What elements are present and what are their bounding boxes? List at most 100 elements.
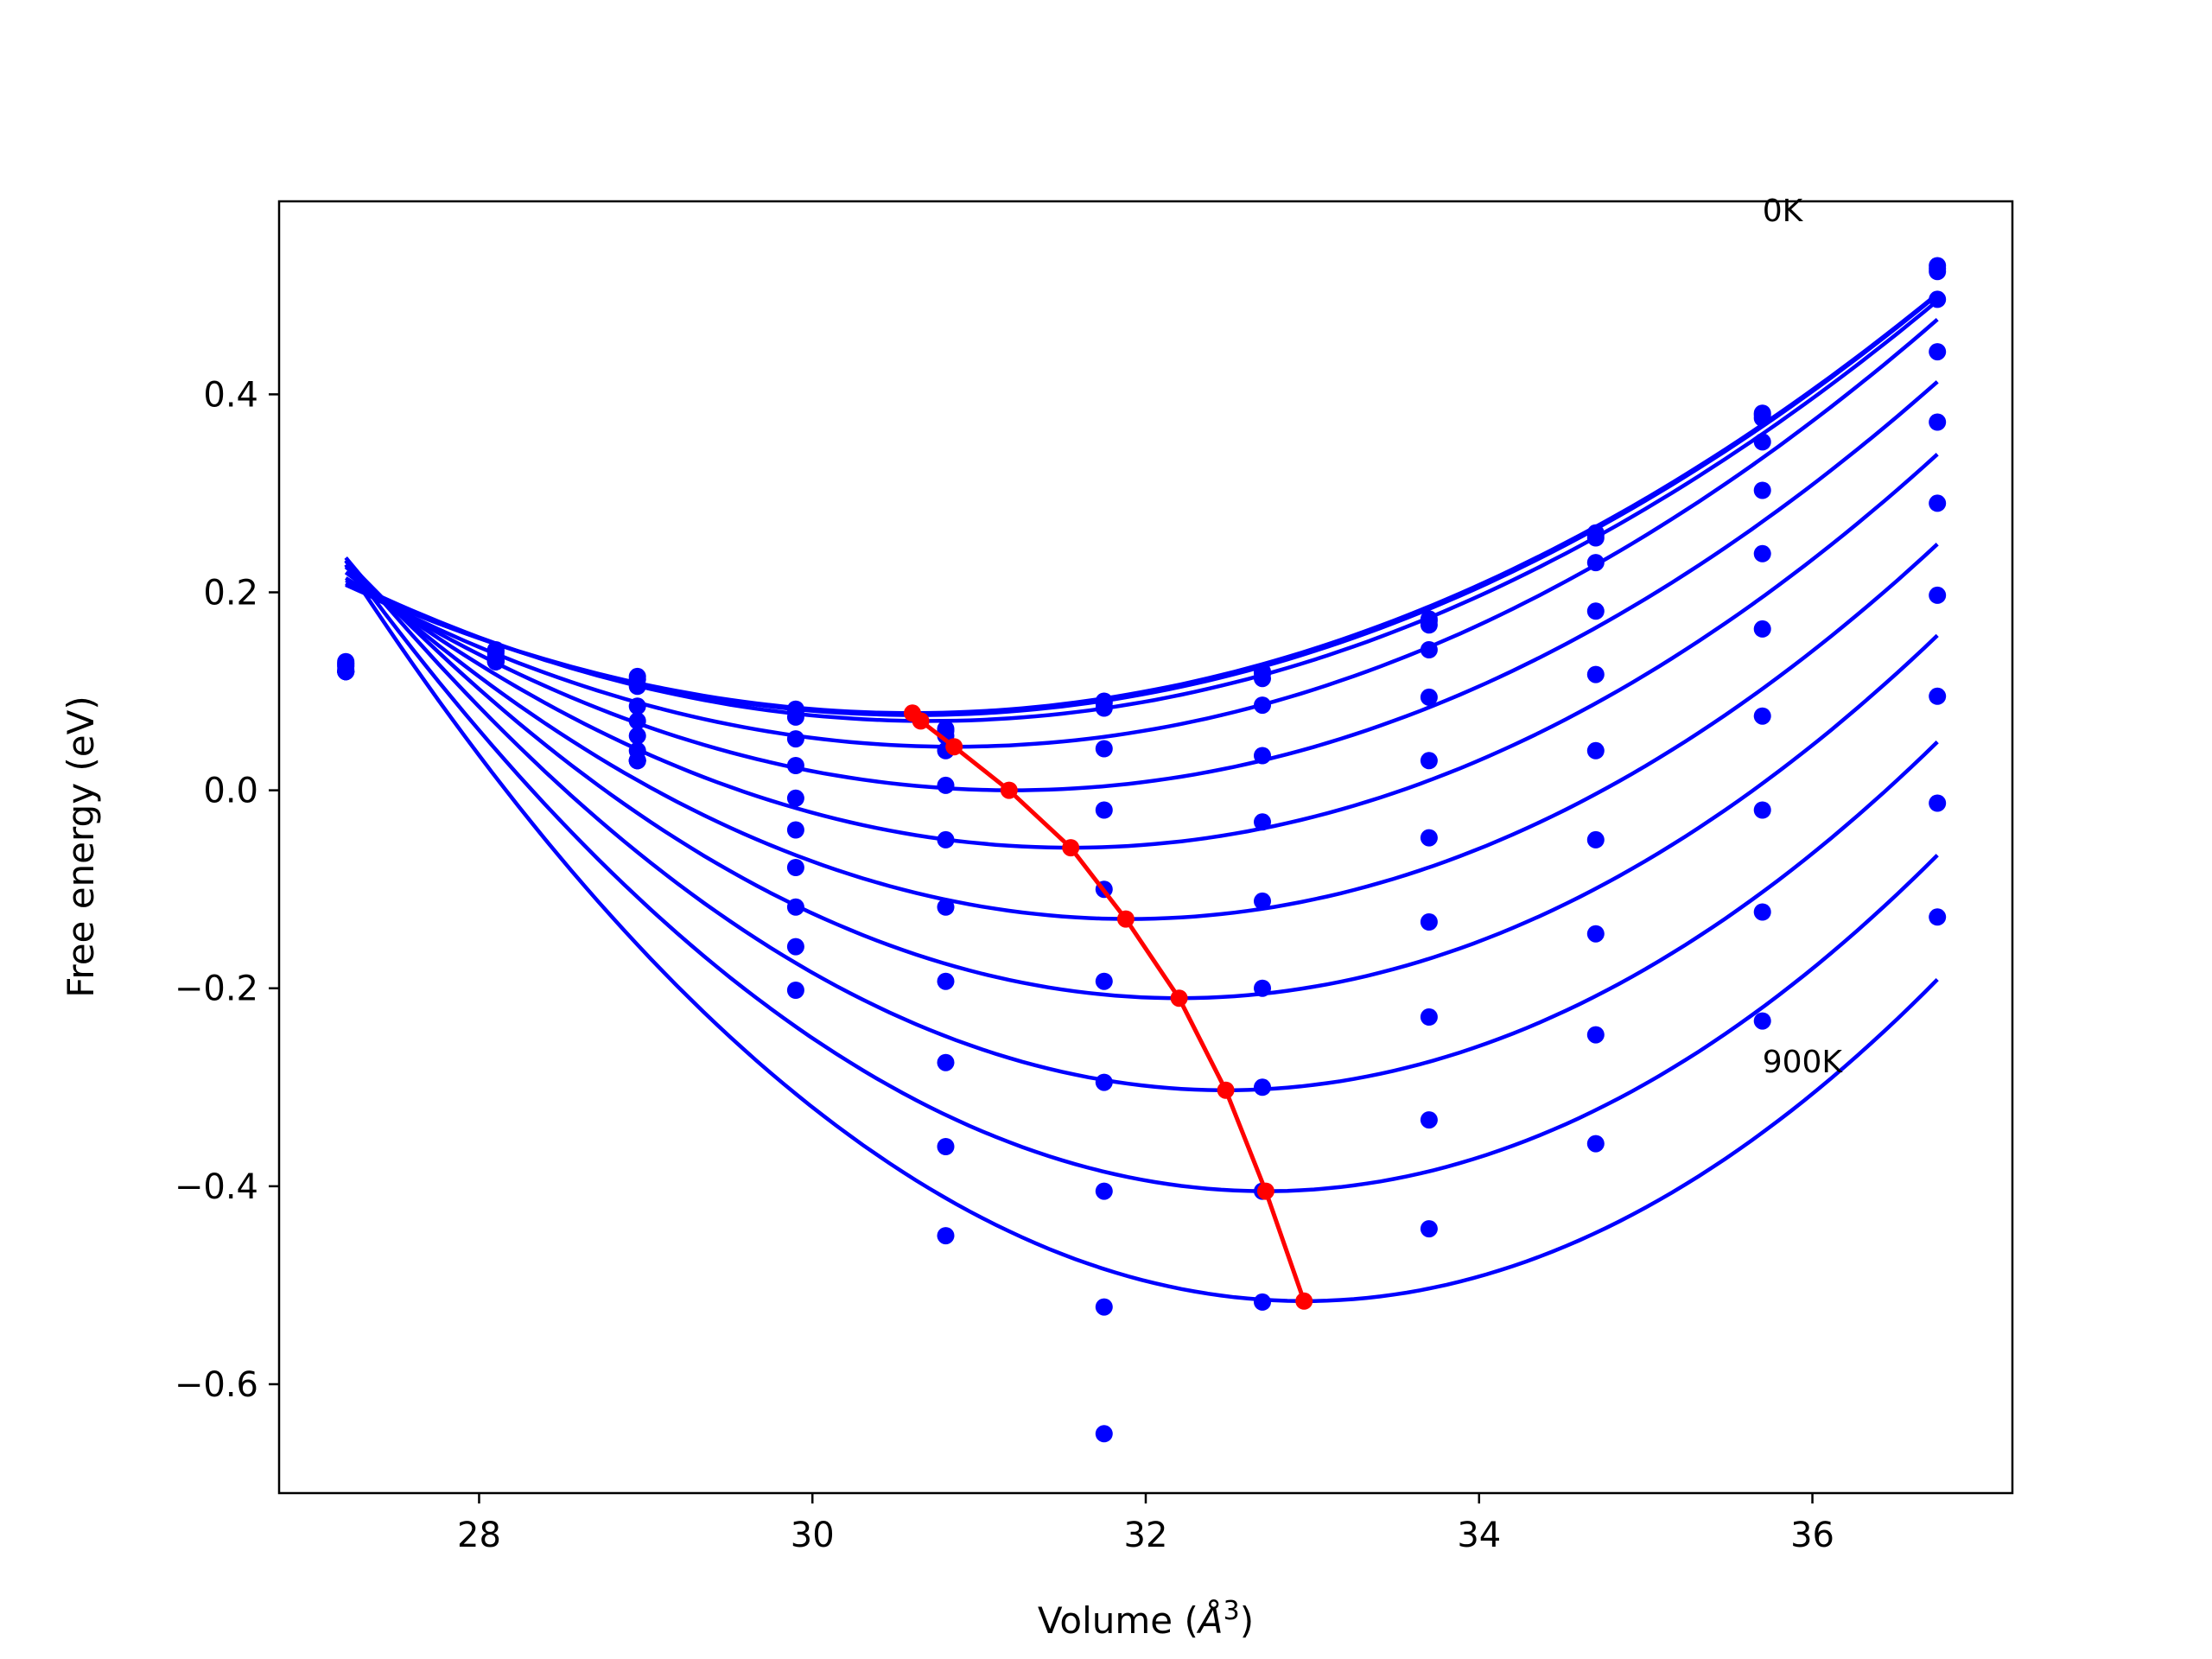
data-point xyxy=(1753,903,1771,921)
data-point xyxy=(786,938,804,956)
minimum-point xyxy=(1062,839,1080,857)
y-tick-label: −0.2 xyxy=(175,969,258,1009)
fit-curve-7 xyxy=(344,558,1939,1001)
x-tick-label: 32 xyxy=(1124,1516,1168,1555)
fit-curve-8 xyxy=(344,556,1939,1092)
data-point xyxy=(786,898,804,916)
fit-curve-2 xyxy=(345,299,1939,723)
data-point xyxy=(486,652,505,671)
data-point xyxy=(1586,529,1605,547)
x-axis-ticks: 28 30 32 34 36 xyxy=(457,1493,1834,1555)
data-point xyxy=(937,776,955,794)
data-point xyxy=(937,830,955,849)
data-point xyxy=(1753,801,1771,819)
fit-curve-6 xyxy=(344,543,1939,921)
data-point xyxy=(1095,1298,1113,1316)
data-point xyxy=(1753,433,1771,451)
data-point xyxy=(1254,813,1271,831)
y-axis-label: Free energy (eV) xyxy=(60,696,102,998)
data-point xyxy=(1753,707,1771,725)
annotations: 0K 900K xyxy=(1763,194,1844,1080)
data-point xyxy=(628,697,646,715)
data-point xyxy=(1929,413,1947,431)
data-point xyxy=(1420,1008,1438,1026)
x-tick-label: 36 xyxy=(1790,1516,1834,1555)
data-point xyxy=(1420,1111,1438,1129)
data-point xyxy=(628,712,646,730)
data-point xyxy=(937,1227,955,1245)
data-point xyxy=(1753,1012,1771,1030)
fit-curves xyxy=(344,292,1939,1303)
data-point xyxy=(1929,290,1947,308)
data-point xyxy=(786,730,804,748)
y-tick-label: 0.4 xyxy=(203,375,258,415)
data-point xyxy=(786,859,804,876)
minimum-point xyxy=(912,712,930,730)
data-point xyxy=(1420,616,1438,634)
fit-curve-3 xyxy=(345,318,1939,749)
data-point xyxy=(1254,747,1271,765)
temperature-annotation-0: 0K xyxy=(1763,194,1804,229)
x-tick-label: 30 xyxy=(791,1516,835,1555)
data-point xyxy=(1254,696,1271,715)
minimum-point xyxy=(1000,781,1018,799)
data-point xyxy=(1420,752,1438,770)
minimum-energy-curve xyxy=(904,704,1313,1310)
data-points xyxy=(337,257,1947,1443)
data-point xyxy=(1254,1293,1271,1311)
data-point xyxy=(1586,1026,1605,1044)
data-point xyxy=(786,789,804,807)
data-point xyxy=(1095,972,1113,990)
fit-curve-9 xyxy=(344,559,1939,1193)
data-point xyxy=(1586,554,1605,572)
data-point xyxy=(1929,343,1947,361)
y-tick-label: 0.2 xyxy=(203,574,258,613)
data-point xyxy=(937,1138,955,1155)
fit-curve-10 xyxy=(344,563,1939,1303)
data-point xyxy=(937,898,955,916)
data-point xyxy=(937,1053,955,1071)
data-point xyxy=(1586,665,1605,683)
data-point xyxy=(786,821,804,839)
minimum-point xyxy=(1170,989,1188,1007)
data-point xyxy=(1586,741,1605,760)
minimum-point xyxy=(945,738,963,756)
data-point xyxy=(1420,829,1438,847)
x-tick-label: 34 xyxy=(1457,1516,1501,1555)
data-point xyxy=(1929,586,1947,604)
data-point xyxy=(1586,925,1605,943)
data-point xyxy=(1929,908,1947,926)
data-point xyxy=(628,677,646,696)
data-point xyxy=(1095,1182,1113,1200)
data-point xyxy=(1586,1135,1605,1153)
data-point xyxy=(1929,263,1947,281)
data-point xyxy=(1254,1078,1271,1096)
data-point xyxy=(1586,602,1605,620)
data-point xyxy=(1095,699,1113,717)
data-point xyxy=(1929,794,1947,812)
x-tick-label: 28 xyxy=(457,1516,501,1555)
y-axis-ticks: −0.6 −0.4 −0.2 0.0 0.2 0.4 xyxy=(175,375,279,1405)
data-point xyxy=(1753,409,1771,427)
temperature-annotation-1: 900K xyxy=(1763,1045,1844,1080)
minimum-point xyxy=(1116,910,1135,928)
minimum-point xyxy=(1295,1292,1313,1310)
y-tick-label: −0.6 xyxy=(175,1365,258,1405)
data-point xyxy=(1420,688,1438,706)
fit-curve-5 xyxy=(344,453,1939,850)
data-point xyxy=(1095,1073,1113,1091)
y-tick-label: 0.0 xyxy=(203,772,258,811)
data-point xyxy=(1420,1220,1438,1238)
data-point xyxy=(786,708,804,726)
minimum-line xyxy=(911,711,1306,1302)
data-point xyxy=(786,757,804,774)
data-point xyxy=(1095,740,1113,758)
y-tick-label: −0.4 xyxy=(175,1167,258,1207)
data-point xyxy=(1753,481,1771,499)
data-point xyxy=(1753,620,1771,638)
data-point xyxy=(1254,670,1271,688)
data-point xyxy=(1095,1425,1113,1443)
